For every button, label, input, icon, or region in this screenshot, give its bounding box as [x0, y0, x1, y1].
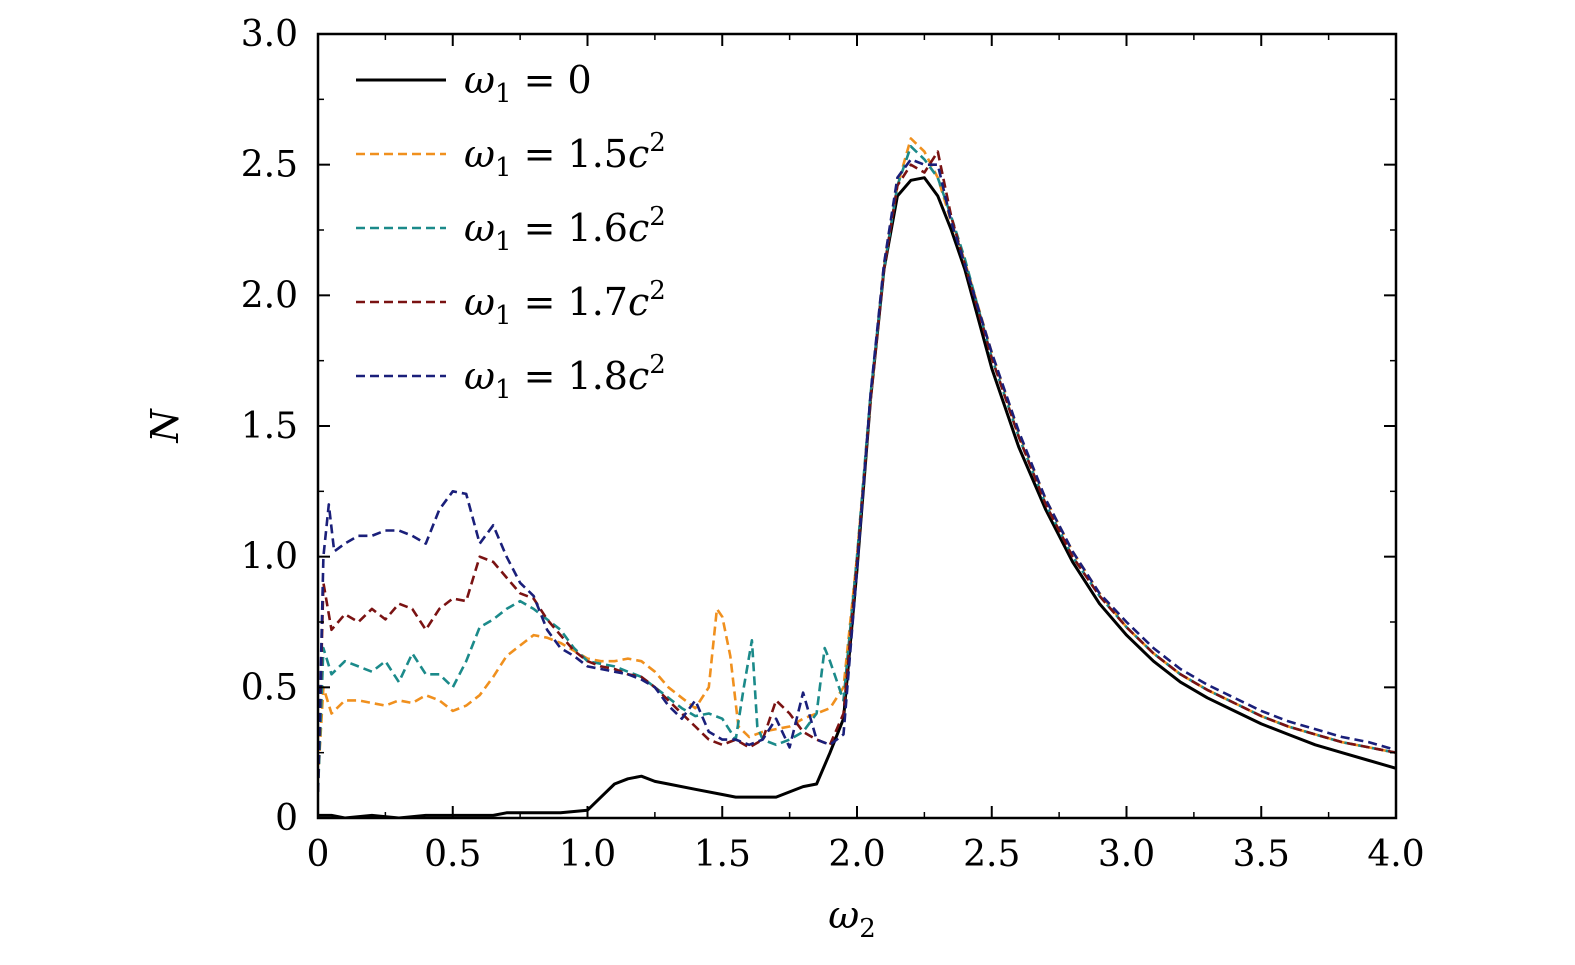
legend-label-5: ω1 = 1.8c2 [464, 350, 666, 405]
x-tick-label: 0.5 [424, 834, 481, 875]
x-tick-label: 2.0 [828, 834, 885, 875]
x-axis-label: ω2 [828, 893, 876, 944]
x-tick-label: 1.5 [694, 834, 751, 875]
ticks-layer: 0 0.5 1.0 1.5 2.0 2.5 3.0 3.5 4.0 0 0.5 1.0 1.5 2.0 2.… [241, 14, 1425, 875]
y-tick-label: 3.0 [241, 14, 298, 55]
series-line-5 [318, 158, 1396, 792]
y-tick-label: 0.5 [241, 667, 298, 708]
series-line-2 [318, 137, 1396, 779]
series-line-3 [318, 145, 1396, 792]
legend-label-2: ω1 = 1.5c2 [464, 128, 666, 183]
x-tick-label: 2.5 [963, 834, 1020, 875]
series-line-1 [318, 176, 1396, 818]
x-tick-label: 3.5 [1233, 834, 1290, 875]
series-layer [318, 137, 1396, 818]
y-tick-label: 1.0 [241, 537, 298, 578]
y-tick-label: 2.5 [241, 145, 298, 186]
y-tick-label: 1.5 [241, 406, 298, 447]
y-tick-label: 0 [275, 798, 298, 839]
y-tick-label: 2.0 [241, 275, 298, 316]
legend-label-1: ω1 = 0 [464, 58, 592, 109]
x-tick-label: 1.0 [559, 834, 616, 875]
series-line-4 [318, 150, 1396, 792]
legend-label-3: ω1 = 1.6c2 [464, 202, 666, 257]
x-tick-label: 3.0 [1098, 834, 1155, 875]
legend: ω1 = 0 ω1 = 1.5c2 ω1 = 1.6c2 ω1 = 1.7c2 ω1 =… [356, 58, 666, 405]
x-tick-label: 0 [307, 834, 330, 875]
y-axis-label: N [143, 408, 187, 444]
x-tick-label: 4.0 [1367, 834, 1424, 875]
legend-label-4: ω1 = 1.7c2 [464, 276, 666, 331]
